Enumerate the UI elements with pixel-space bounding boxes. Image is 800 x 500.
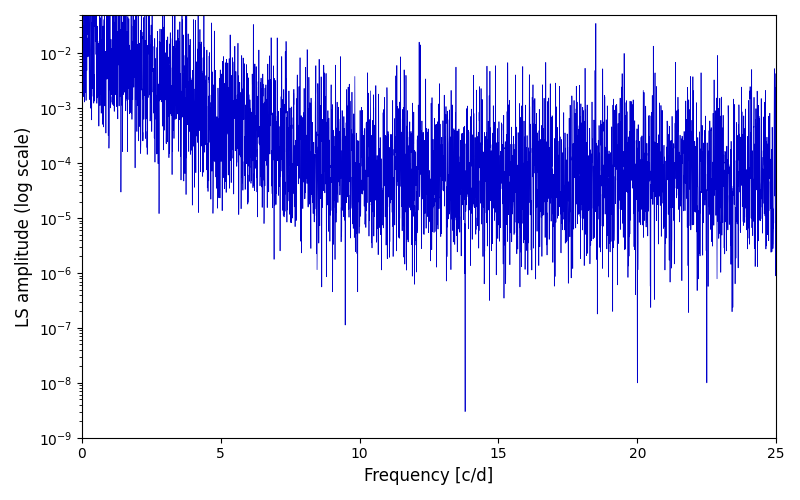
Y-axis label: LS amplitude (log scale): LS amplitude (log scale) [15, 126, 33, 326]
X-axis label: Frequency [c/d]: Frequency [c/d] [364, 467, 494, 485]
